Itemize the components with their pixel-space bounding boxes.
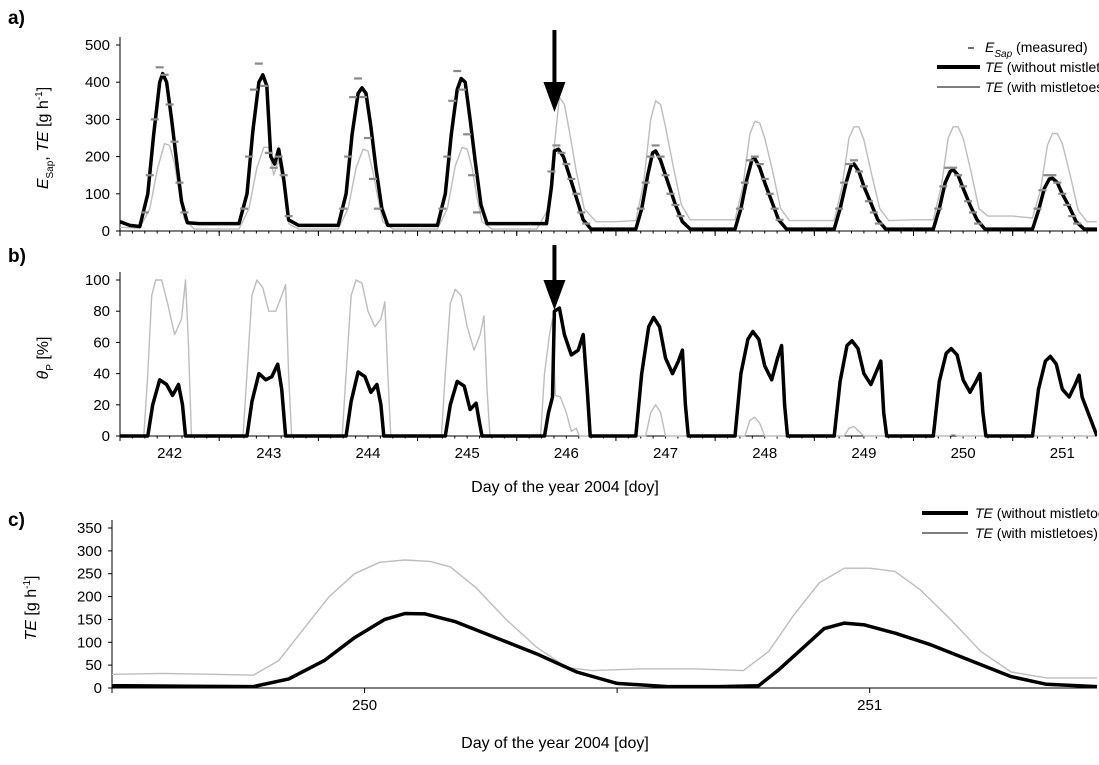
y-tick-label: 300 <box>85 111 110 128</box>
legend-label: TE (with mistletoes) <box>975 525 1098 541</box>
chart-panel-c: c) 0 50 100 150 200 250 300 350 250 251 Day of the … <box>8 505 1099 752</box>
plot-area <box>112 559 1097 689</box>
y-tick-label: 100 <box>85 186 110 203</box>
x-axis-label: Day of the year 2004 [doy] <box>471 479 659 496</box>
x-tick-label: 251 <box>857 697 882 714</box>
y-tick-label: 300 <box>77 543 102 560</box>
y-tick-label: 50 <box>85 657 102 674</box>
series-line-te-with-mistletoes- <box>120 96 1097 230</box>
x-axis-label: Day of the year 2004 [doy] <box>461 735 649 752</box>
plot-area <box>120 62 1097 231</box>
y-tick-label: 0 <box>102 223 110 240</box>
y-tick-label: 100 <box>85 272 110 289</box>
y-tick-label: 80 <box>93 303 110 320</box>
series-line-te-without-mistletoes- <box>120 306 1097 438</box>
panel-label: a) <box>8 8 25 29</box>
legend-label: TE (without mistletoes) <box>975 505 1099 521</box>
y-tick-label: 20 <box>93 397 110 414</box>
x-tick-label: 250 <box>352 697 377 714</box>
y-axis-label: TE [g h-1] <box>22 576 40 641</box>
y-tick-label: 0 <box>94 680 102 697</box>
y-tick-label: 40 <box>93 366 110 383</box>
y-tick-label: 200 <box>77 589 102 606</box>
x-tick-label: 250 <box>951 445 976 462</box>
y-tick-label: 350 <box>77 520 102 537</box>
x-tick-label: 242 <box>157 445 182 462</box>
x-tick-label: 247 <box>653 445 678 462</box>
y-tick-label: 60 <box>93 334 110 351</box>
plot-area <box>120 279 1097 438</box>
series-line-te-without-mistletoes- <box>112 611 1097 689</box>
y-tick-label: 400 <box>85 74 110 91</box>
y-tick-label: 250 <box>77 566 102 583</box>
arrow-head <box>543 82 566 112</box>
legend-label: TE (with mistletoes) <box>985 79 1099 95</box>
series-line-te-without-mistletoes- <box>120 71 1097 231</box>
y-axis-label: ESap, TE [g h-1] <box>34 87 56 189</box>
legend-label: TE (without mistletoes) <box>985 59 1099 75</box>
x-tick-label: 243 <box>256 445 281 462</box>
series-line-te-with-mistletoes- <box>112 559 1097 679</box>
y-tick-label: 500 <box>85 37 110 54</box>
panel-label: b) <box>8 246 26 267</box>
series-line-te-with-mistletoes- <box>120 279 1097 437</box>
arrow-head <box>543 280 566 310</box>
x-tick-label: 244 <box>355 445 380 462</box>
y-axis-label: θP [%] <box>35 337 56 380</box>
y-tick-label: 100 <box>77 634 102 651</box>
x-tick-label: 251 <box>1050 445 1075 462</box>
x-tick-label: 246 <box>554 445 579 462</box>
panel-label: c) <box>8 510 25 531</box>
x-tick-label: 245 <box>455 445 480 462</box>
y-tick-label: 150 <box>77 611 102 628</box>
y-tick-label: 200 <box>85 149 110 166</box>
series-e-sap-measured- <box>140 62 1082 225</box>
chart-panel-a: a) 0 100 200 300 400 500 ESap, TE [g h-1] ESap (… <box>8 8 1099 240</box>
y-tick-label: 0 <box>102 428 110 445</box>
legend-label: ESap (measured) <box>985 39 1088 60</box>
chart-panel-b: b) 0 20 40 60 80 100 242 243 244 245 246 247 248 249 25… <box>8 245 1097 496</box>
x-tick-label: 249 <box>851 445 876 462</box>
x-tick-label: 248 <box>752 445 777 462</box>
